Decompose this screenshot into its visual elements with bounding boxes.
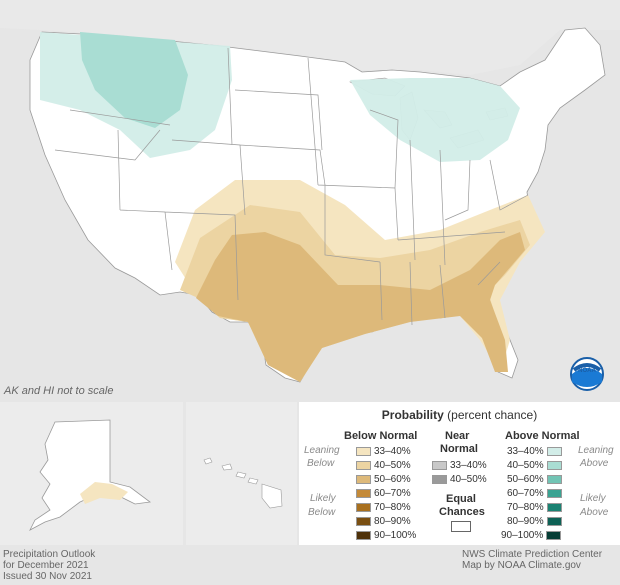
state-borders [54, 47, 529, 326]
legend-above-row: 60–70% [507, 487, 565, 499]
legend-near-row: 40–50% [432, 473, 487, 485]
swatch [546, 488, 562, 498]
likely-above-label-1: Likely [580, 493, 606, 504]
near-normal-header-line2: Normal [440, 443, 478, 455]
swatch [546, 502, 562, 512]
leaning-above-label-1: Leaning [578, 445, 614, 456]
legend-below-row: 33–40% [356, 445, 411, 457]
footer-left: Precipitation Outlook for December 2021 … [3, 549, 95, 582]
legend-above-row: 40–50% [507, 459, 565, 471]
alaska-landmass [29, 419, 152, 531]
near-normal-header-line1: Near [445, 430, 470, 442]
swatch [546, 530, 562, 540]
footer-credit: Map by NOAA Climate.gov [462, 560, 581, 571]
noaa-logo-text: NOAA [578, 368, 596, 374]
swatch [356, 474, 371, 484]
legend-title: Probability (percent chance) [381, 408, 538, 422]
swatch [546, 446, 562, 456]
swatch [546, 460, 562, 470]
swatch [356, 502, 371, 512]
conus-map: NOAA [29, 27, 606, 391]
below-normal-50-60 [196, 232, 525, 382]
swatch [356, 446, 371, 456]
above-normal-great-lakes [350, 78, 520, 162]
footer-right: NWS Climate Prediction Center Map by NOA… [462, 549, 602, 571]
scale-note: AK and HI not to scale [4, 385, 114, 397]
likely-below-label-2: Below [308, 507, 336, 518]
swatch [432, 460, 447, 470]
legend-below-row: 80–90% [356, 515, 411, 527]
equal-chances-swatch [451, 521, 471, 532]
legend-below-row: 60–70% [356, 487, 411, 499]
alaska-inset [0, 402, 183, 545]
legend-above-row: 80–90% [507, 515, 565, 527]
legend: Probability (percent chance) Below Norma… [299, 402, 620, 545]
legend-below-row: 90–100% [356, 529, 416, 541]
hawaii-inset [186, 402, 297, 545]
noaa-logo-icon [570, 357, 604, 391]
likely-below-label-1: Likely [310, 493, 336, 504]
below-normal-header: Below Normal [344, 430, 418, 442]
legend-below-row: 70–80% [356, 501, 411, 513]
swatch [356, 488, 371, 498]
legend-below-row: 50–60% [356, 473, 411, 485]
swatch [546, 474, 562, 484]
swatch [356, 460, 371, 470]
legend-above-row: 70–80% [507, 501, 565, 513]
swatch [546, 516, 562, 526]
leaning-below-label-2: Below [307, 458, 335, 469]
swatch [356, 516, 371, 526]
legend-below-row: 40–50% [356, 459, 411, 471]
footer-period: for December 2021 [3, 560, 89, 571]
equal-chances-label-2: Chances [439, 506, 485, 518]
footer-source: NWS Climate Prediction Center [462, 549, 603, 560]
leaning-above-label-2: Above [580, 458, 609, 469]
footer-issued: Issued 30 Nov 2021 [3, 571, 92, 582]
equal-chances-label-1: Equal [446, 493, 476, 505]
alaska-below-normal [80, 482, 128, 504]
legend-above-row: 33–40% [507, 445, 565, 457]
legend-above-row: 90–100% [501, 529, 564, 541]
legend-above-row: 50–60% [507, 473, 565, 485]
swatch [356, 530, 371, 540]
legend-near-row: 33–40% [432, 459, 487, 471]
leaning-below-label-1: Leaning [304, 445, 340, 456]
above-normal-montana [80, 32, 188, 128]
likely-above-label-2: Above [580, 507, 609, 518]
swatch [432, 474, 447, 484]
above-normal-header: Above Normal [505, 430, 580, 442]
footer-title: Precipitation Outlook [3, 549, 96, 560]
